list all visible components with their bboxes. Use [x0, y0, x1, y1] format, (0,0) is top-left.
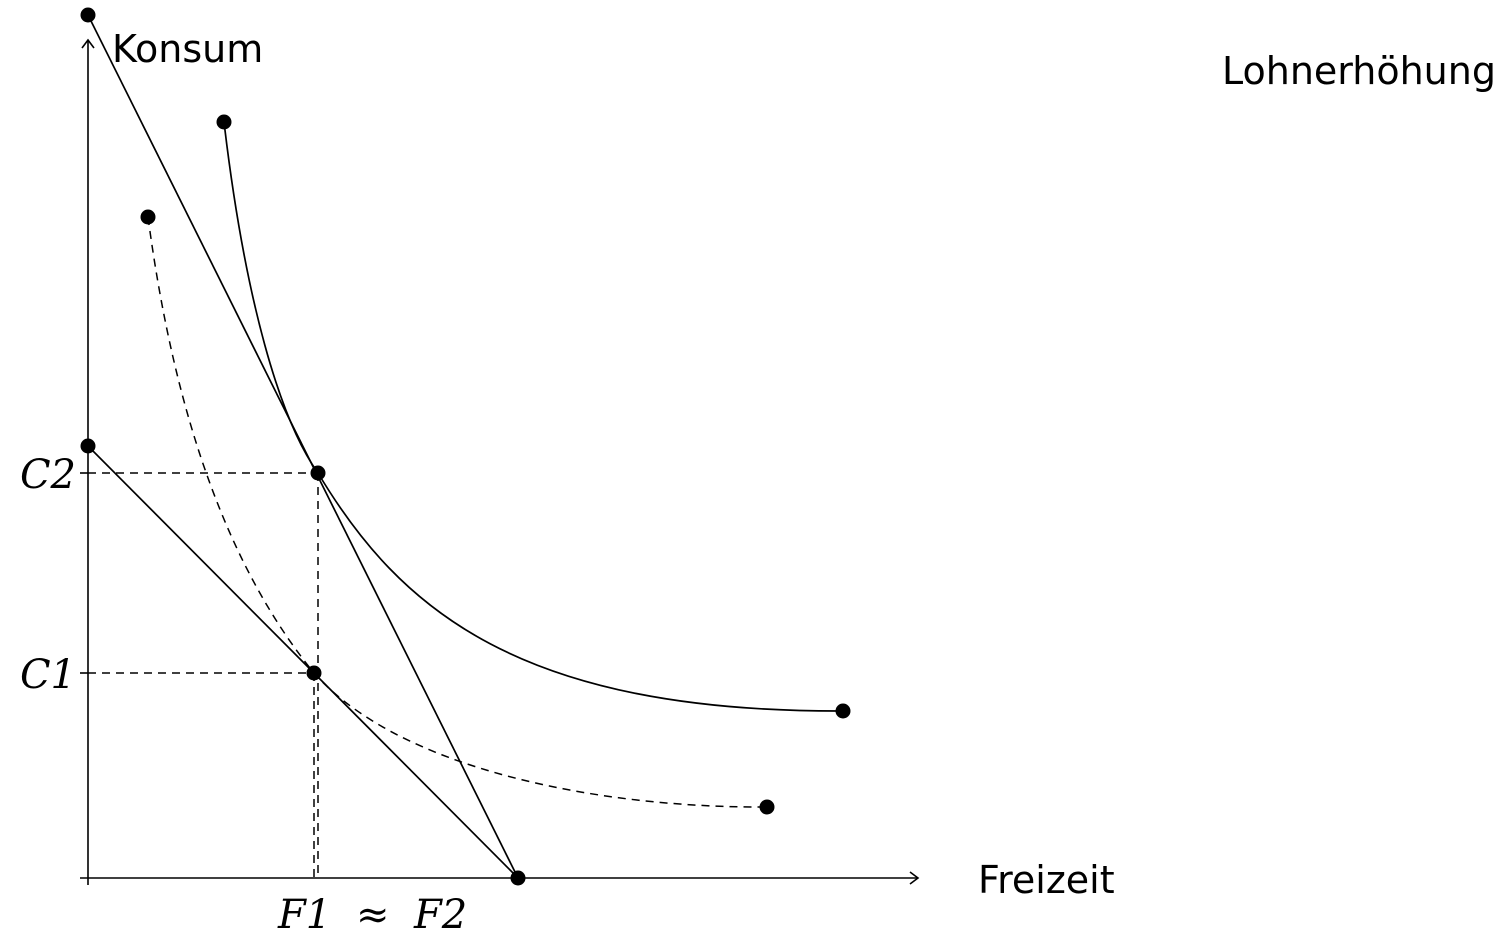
f1-label: F1 [277, 892, 331, 937]
axes [80, 38, 920, 885]
y-axis-label: Konsum [112, 27, 263, 71]
guide-lines [88, 472, 319, 878]
c1-label: C1 [20, 652, 76, 698]
x-axis-label: Freizeit [978, 858, 1115, 902]
budget-line-after-wage-increase [87, 14, 519, 879]
curve-initial-start-point [140, 209, 156, 225]
x-axis-arrow [909, 871, 920, 885]
c2-label: C2 [20, 452, 76, 498]
curve-new-start-point [216, 114, 232, 130]
curve-new-end-point [835, 703, 851, 719]
f2-label: F2 [413, 892, 467, 937]
indifference-curve-initial [147, 216, 768, 808]
y-axis-arrow [81, 38, 95, 49]
optimum-initial-point [306, 665, 322, 681]
budget-lines [87, 14, 519, 879]
curve-initial-end-point [759, 799, 775, 815]
diagram-title: Lohnerhöhung [1222, 49, 1496, 93]
points [80, 7, 851, 886]
budget-line-initial [87, 445, 519, 879]
time-endowment-point [510, 870, 526, 886]
budget-new-intercept-point [80, 7, 96, 23]
optimum-new-point [310, 465, 326, 481]
approx-sign: ≈ [356, 892, 390, 937]
budget-initial-intercept-point [80, 438, 96, 454]
indifference-curve-after-wage-increase [223, 121, 844, 712]
